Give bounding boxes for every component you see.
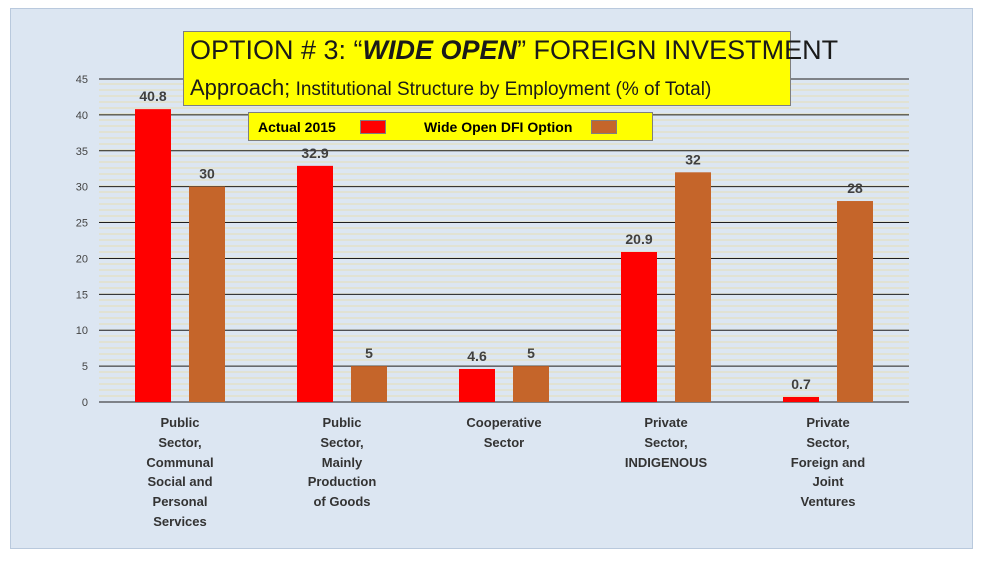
y-tick-label: 20 [76,253,88,265]
y-tick-label: 10 [76,325,88,337]
x-category-label-line: Private [644,415,688,430]
x-category-label: Public Sector, Communal Social and Personal S… [120,413,240,532]
y-tick-label: 45 [76,74,88,86]
title-prefix: OPTION # 3: “ [190,35,363,65]
x-category-label-line: Cooperative [466,415,542,430]
bar-wide-open-dfi [837,201,873,402]
chart-title-line1: OPTION # 3: “WIDE OPEN” FOREIGN INVESTME… [190,35,838,66]
x-category-label: Private Sector, INDIGENOUS [606,413,726,472]
y-tick-label: 40 [76,110,88,122]
y-tick-label: 30 [76,182,88,194]
bar-actual-2015 [297,165,333,402]
y-axis-ticks: 0 5 10 15 20 25 30 35 40 45 [76,74,88,409]
bar-wide-open-dfi [189,186,225,402]
title-approach: Approach; [190,75,291,100]
legend-swatch-actual [359,120,386,134]
x-category-label-line: Joint [812,474,844,490]
data-label: 0.7 [791,376,811,392]
x-category-label-line: Production [307,474,377,490]
chart-title-box: OPTION # 3: “WIDE OPEN” FOREIGN INVESTME… [183,31,838,106]
x-category-label-line: Personal [152,494,208,510]
bar-wide-open-dfi [675,172,711,402]
legend-item-dfi: Wide Open DFI Option [424,119,618,135]
legend-label-actual: Actual 2015 [258,119,336,135]
x-category-label-line: INDIGENOUS [624,454,708,470]
y-tick-label: 15 [76,289,88,301]
bar-actual-2015 [621,251,657,402]
legend-item-actual: Actual 2015 [258,119,386,135]
y-tick-label: 0 [82,397,88,409]
bar-actual-2015 [135,109,171,402]
x-category-label-line: Social and [147,474,213,490]
data-label: 20.9 [625,231,652,247]
x-category-label-line: Public [160,415,200,430]
x-category-label-line: Sector, [320,434,364,450]
x-category-label: Cooperative Sector [444,413,564,453]
chart-title-line2: Approach; Institutional Structure by Emp… [190,75,711,101]
x-category-label: Private Sector, Foreign and Joint Ventures [768,413,888,512]
y-tick-label: 25 [76,218,88,230]
chart-legend: Actual 2015 Wide Open DFI Option [248,112,653,141]
bar-wide-open-dfi [513,366,549,402]
x-category-label: Public Sector, Mainly Production of Goods [282,413,402,512]
bar-actual-2015 [783,396,819,402]
data-label: 32 [685,151,701,167]
x-category-label-line: Public [322,415,362,430]
data-label: 5 [365,345,373,361]
title-emphasis: WIDE OPEN [362,35,518,65]
bar-wide-open-dfi [351,366,387,402]
x-category-label-line: Ventures [800,494,856,510]
title-subtitle: Institutional Structure by Employment (%… [290,79,712,100]
data-label: 30 [199,166,215,182]
data-label: 40.8 [139,88,166,104]
data-label: 5 [527,345,535,361]
data-label: 4.6 [467,348,487,364]
x-category-label-line: Foreign and [790,454,866,470]
y-tick-label: 35 [76,146,88,158]
x-category-label-line: Services [153,513,207,529]
data-label: 28 [847,180,863,196]
x-category-label-line: Sector, [806,434,850,450]
bar-actual-2015 [459,368,495,402]
y-tick-label: 5 [82,361,88,373]
title-suffix: ” FOREIGN INVESTMENT [517,35,839,65]
legend-swatch-dfi [591,120,618,134]
bars [135,109,873,402]
x-category-label-line: Sector [483,434,525,450]
data-label: 32.9 [301,145,328,161]
x-category-label-line: Mainly [321,454,363,470]
x-category-label-line: Sector, [644,434,688,450]
x-category-label-line: Sector, [158,434,202,450]
x-category-label-line: Private [806,415,850,430]
data-labels: 40.8 30 32.9 5 4.6 5 20.9 32 0.7 28 [139,88,863,392]
x-category-label-line: Communal [146,454,214,470]
x-category-label-line: of Goods [313,494,371,510]
legend-label-dfi: Wide Open DFI Option [424,119,573,135]
